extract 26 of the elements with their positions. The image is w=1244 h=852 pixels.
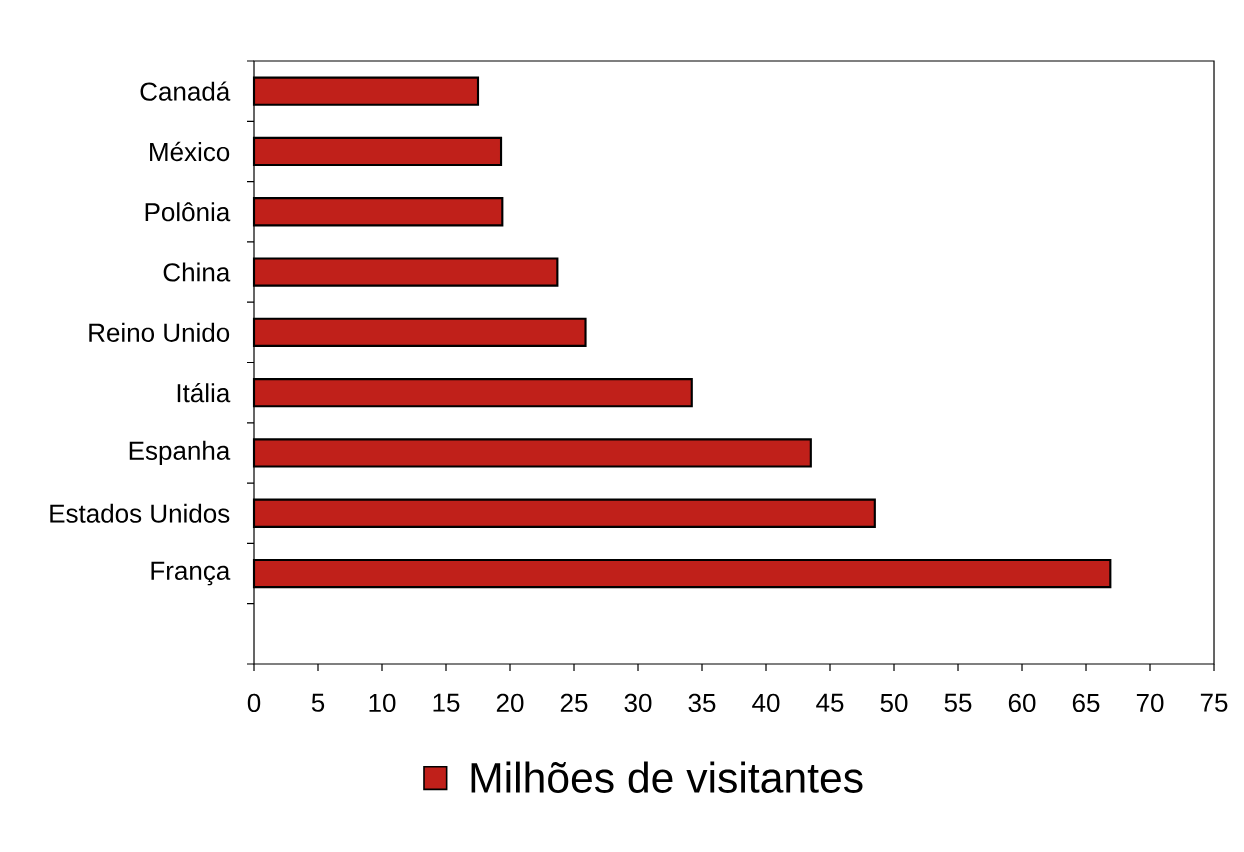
y-tick-label: Estados Unidos (50, 503, 230, 523)
legend-label: Milhões de visitantes (471, 761, 863, 793)
y-tick-label: China (163, 262, 231, 282)
x-tick-label: 50 (880, 693, 908, 713)
y-tick-label: Espanha (129, 440, 231, 466)
x-tick-label: 35 (688, 693, 716, 713)
x-tick-label: 65 (1072, 693, 1100, 713)
y-tick-label: Reino Unido (89, 322, 230, 342)
x-tick-label: 40 (752, 693, 780, 713)
x-tick-label: 75 (1200, 693, 1228, 712)
y-tick-label: França (151, 561, 231, 586)
x-tick-label: 30 (624, 693, 652, 713)
x-tick-label: 25 (560, 693, 588, 713)
y-tick-label: Itália (177, 382, 231, 403)
y-tick-label: México (150, 141, 230, 162)
x-tick-label: 5 (311, 693, 325, 712)
x-tick-label: 0 (247, 693, 261, 713)
x-tick-label: 10 (369, 693, 396, 713)
y-tick-label: Polônia (145, 202, 231, 222)
x-tick-label: 15 (433, 693, 460, 712)
x-tick-label: 20 (496, 693, 524, 713)
x-tick-label: 45 (816, 693, 844, 712)
x-tick-label: 55 (944, 693, 972, 712)
y-tick-label: Canadá (140, 81, 231, 101)
x-tick-label: 60 (1008, 693, 1036, 713)
x-tick-label: 70 (1136, 693, 1164, 713)
